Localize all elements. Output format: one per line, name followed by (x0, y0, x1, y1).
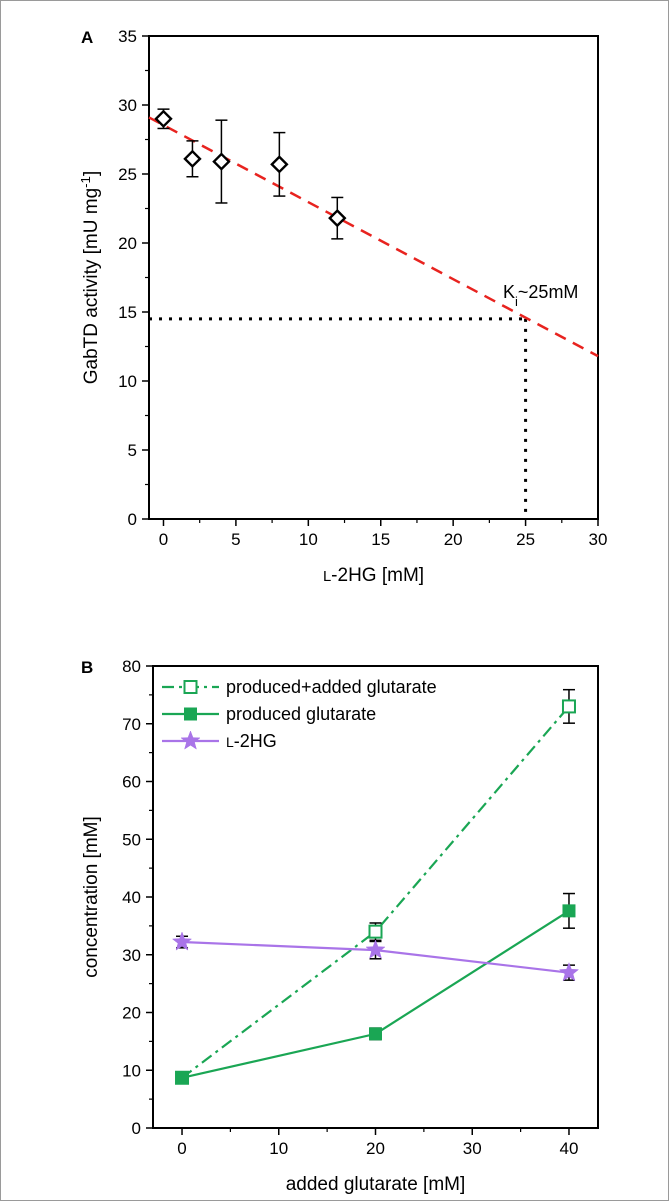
panel-b-x-axis-title: added glutarate [mM] (286, 1174, 466, 1195)
panel-a-y-tick-label: 15 (118, 303, 137, 322)
legend-label: produced+added glutarate (226, 677, 437, 697)
panel-a-x-tick-label: 20 (444, 530, 463, 549)
panel-a-y-tick-label: 20 (118, 234, 137, 253)
panel-b-x-tick-label: 0 (177, 1139, 186, 1158)
panel-b-panel-label: B (81, 658, 93, 677)
panel-b-data-point (562, 904, 576, 918)
panel-a-y-axis-title: GabTD activity [mU mg-1] (78, 171, 103, 384)
panel-b-series-line-0 (181, 705, 570, 1079)
panel-b-y-tick-label: 10 (122, 1061, 141, 1080)
legend-marker (183, 680, 198, 694)
panel-a-y-tick-label: 25 (118, 165, 137, 184)
panel-a-data-point (183, 149, 202, 169)
legend-marker (180, 730, 201, 750)
panel-b-data-point (558, 961, 580, 982)
panel-a-panel-label: A (81, 28, 93, 47)
panel-a-x-tick-label: 30 (589, 530, 608, 549)
panel-b-data-point (365, 939, 386, 959)
panel-b: 0 10 20 30 40 0 10 20 30 40 50 60 70 80 added glutarat… (81, 657, 599, 1195)
panel-a-plot-frame (148, 35, 599, 520)
panel-b-x-tick-label: 10 (269, 1139, 288, 1158)
panel-a-data-point (270, 155, 289, 174)
panel-a-y-tick-label: 0 (128, 510, 137, 529)
panel-b-data-point (368, 924, 383, 939)
panel-a: 0 5 10 15 20 25 30 0 5 10 15 20 25 30 35 L-2HG [mM] GabT… (78, 27, 608, 586)
panel-b-x-tick-label: 20 (366, 1139, 385, 1158)
panel-a-x-tick-label: 10 (299, 530, 318, 549)
panel-b-y-tick-label: 0 (132, 1119, 141, 1138)
panel-b-y-tick-label: 30 (122, 946, 141, 965)
panel-a-fit-line (148, 116, 599, 358)
panel-b-y-tick-label: 20 (122, 1004, 141, 1023)
panel-b-data-point (171, 931, 193, 951)
panel-a-data-point (212, 152, 231, 171)
panel-a-y-tick-label: 35 (118, 27, 137, 46)
legend-label: L-2HG (226, 731, 277, 751)
panel-b-y-axis-title: concentration [mM] (81, 816, 102, 978)
panel-a-x-tick-label: 5 (231, 530, 240, 549)
panel-b-y-tick-label: 80 (122, 657, 141, 676)
panel-a-y-tick-label: 5 (128, 441, 137, 460)
panel-a-y-tick-label: 30 (118, 96, 137, 115)
panel-a-data-point (328, 208, 347, 228)
panel-a-x-axis-title: L-2HG [mM] (323, 565, 424, 586)
panel-b-data-point (175, 1071, 189, 1085)
panel-b-data-point (561, 699, 576, 714)
panel-b-y-tick-label: 50 (122, 830, 141, 849)
panel-a-x-tick-label: 25 (516, 530, 535, 549)
panel-a-x-tick-label: 15 (371, 530, 390, 549)
panel-b-x-tick-label: 40 (560, 1139, 579, 1158)
panel-a-y-tick-label: 10 (118, 372, 137, 391)
panel-b-y-tick-label: 70 (122, 715, 141, 734)
panel-a-ki-annotation: Ki~25mM (503, 282, 578, 309)
panel-b-x-tick-label: 30 (463, 1139, 482, 1158)
panel-a-data-point (154, 109, 173, 128)
panel-b-y-tick-label: 40 (122, 888, 141, 907)
panel-b-y-tick-label: 60 (122, 773, 141, 792)
legend-label: produced glutarate (226, 704, 376, 724)
legend-marker (184, 707, 197, 721)
panel-b-plot-frame (152, 665, 599, 1129)
panel-b-data-point (369, 1027, 382, 1041)
panel-a-x-tick-label: 0 (159, 530, 168, 549)
